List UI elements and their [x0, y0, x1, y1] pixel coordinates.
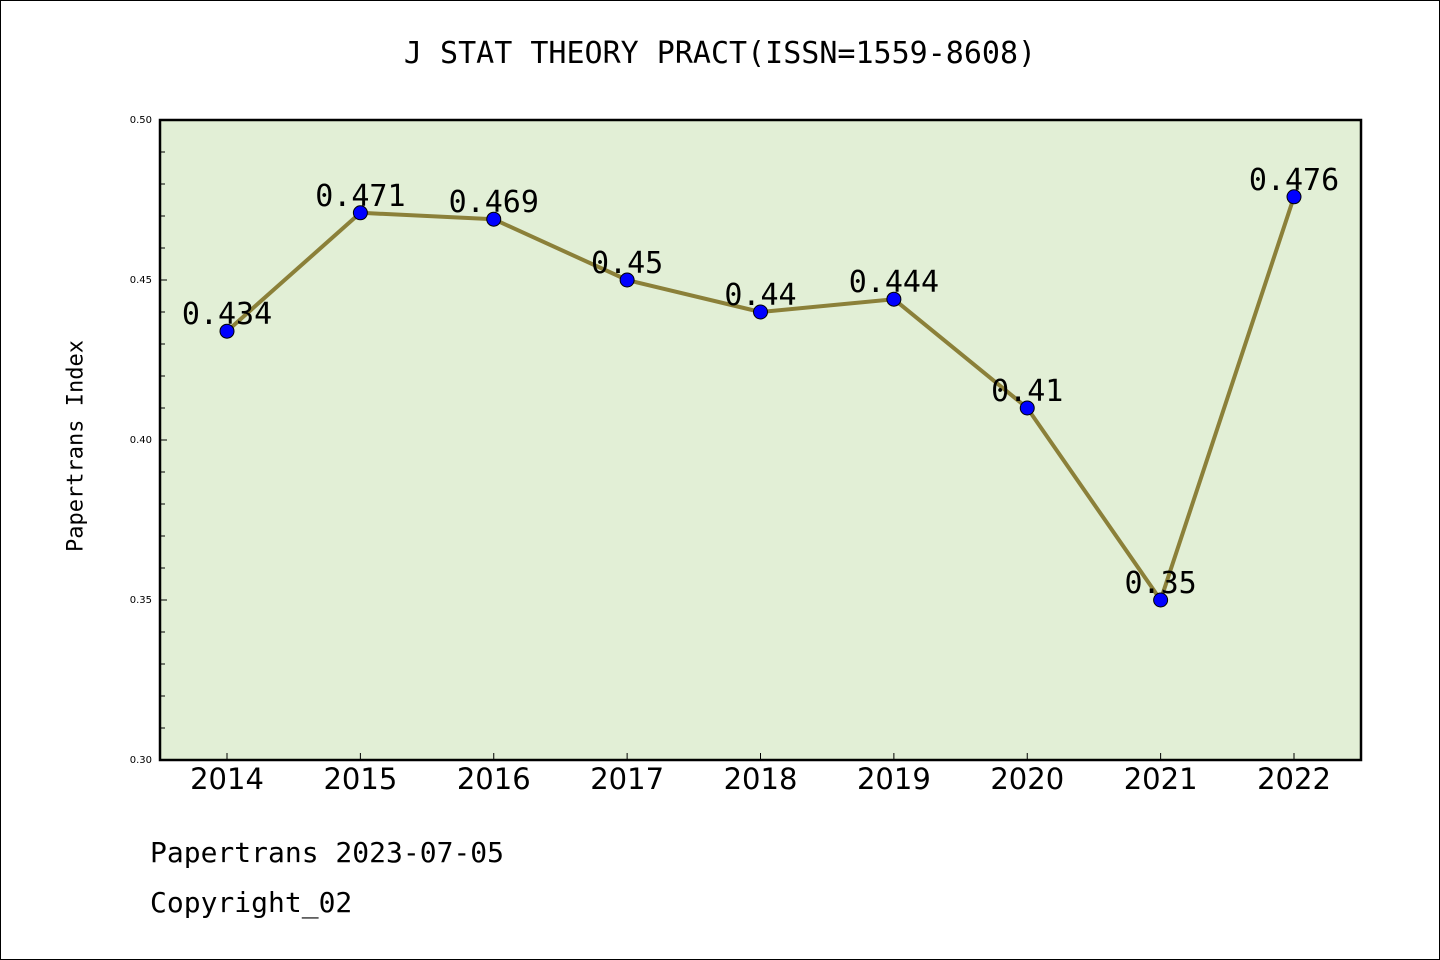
x-tick-label: 2016 [457, 762, 531, 796]
data-label: 0.41 [991, 374, 1063, 409]
data-label: 0.35 [1125, 566, 1197, 601]
x-tick-label: 2021 [1124, 762, 1198, 796]
data-label: 0.476 [1249, 163, 1339, 198]
x-tick-label: 2014 [190, 762, 264, 796]
x-tick-label: 2015 [323, 762, 397, 796]
data-label: 0.434 [182, 297, 272, 332]
x-tick-label: 2019 [857, 762, 931, 796]
data-point [1019, 400, 1035, 416]
data-label: 0.469 [449, 185, 539, 220]
data-point [352, 205, 368, 221]
data-point [1153, 592, 1169, 608]
y-tick-label: 0.50 [130, 115, 152, 126]
x-tick-label: 2018 [724, 762, 798, 796]
x-tick-label: 2020 [990, 762, 1064, 796]
x-tick-label: 2017 [590, 762, 664, 796]
data-point [886, 291, 902, 307]
data-label: 0.444 [849, 265, 939, 300]
chart-title: J STAT THEORY PRACT(ISSN=1559-8608) [403, 36, 1037, 71]
plot-border [158, 118, 1363, 762]
data-point [753, 304, 768, 320]
footer-date: Papertrans 2023-07-05 [150, 836, 505, 869]
plot-area [160, 120, 1361, 760]
data-point [219, 323, 235, 339]
y-tick-label: 0.40 [130, 435, 152, 446]
data-point [1286, 189, 1302, 205]
y-tick-label: 0.30 [130, 755, 152, 766]
data-point [486, 211, 502, 227]
data-label: 0.44 [724, 278, 796, 313]
data-label: 0.471 [315, 179, 405, 214]
x-tick-label: 2022 [1257, 762, 1331, 796]
y-tick-label: 0.35 [130, 595, 152, 606]
footer-copyright: Copyright_02 [150, 886, 353, 919]
data-point [619, 272, 635, 288]
y-tick-label: 0.45 [130, 275, 152, 286]
data-label: 0.45 [591, 246, 663, 281]
